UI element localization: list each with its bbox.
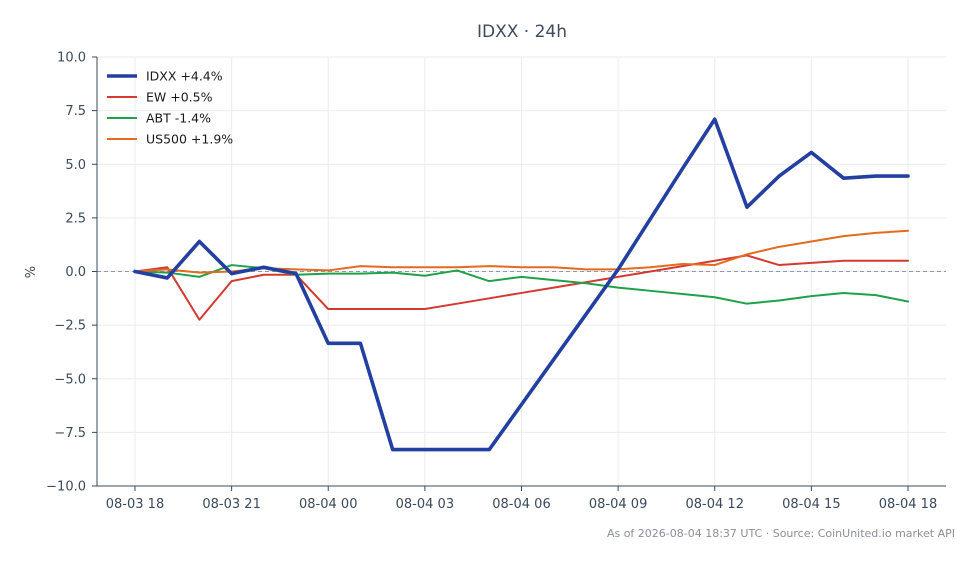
y-tick-label: 10.0: [57, 51, 86, 66]
y-tick-label: −2.5: [54, 319, 86, 334]
y-tick-label: 2.5: [65, 211, 86, 226]
legend-label: IDXX +4.4%: [146, 69, 223, 84]
chart-title: IDXX · 24h: [477, 22, 567, 42]
x-tick-label: 08-03 21: [202, 497, 260, 512]
y-tick-label: −10.0: [46, 480, 86, 495]
y-axis-ticks: 10.0 7.5 5.0 2.5 0.0 −2.5 −5.0 −7.5 −10.0: [46, 51, 97, 495]
x-tick-label: 08-03 18: [106, 497, 164, 512]
legend-label: US500 +1.9%: [146, 132, 233, 147]
y-tick-label: −7.5: [54, 426, 86, 441]
y-tick-label: −5.0: [54, 372, 86, 387]
series-line-idxx: [133, 117, 910, 452]
grid-lines: [97, 56, 946, 487]
x-tick-label: 08-04 00: [299, 497, 357, 512]
x-tick-label: 08-04 06: [492, 497, 550, 512]
y-tick-label: 5.0: [65, 158, 86, 173]
legend: IDXX +4.4% EW +0.5% ABT -1.4% US500 +1.9%: [107, 69, 233, 147]
x-tick-label: 08-04 12: [686, 497, 744, 512]
x-tick-label: 08-04 15: [782, 497, 840, 512]
source-footer: As of 2026-08-04 18:37 UTC · Source: Coi…: [607, 527, 955, 540]
x-tick-label: 08-04 09: [589, 497, 647, 512]
y-axis-label: %: [24, 266, 39, 278]
x-axis-ticks: 08-03 18 08-03 21 08-04 00 08-04 03 08-04 06…: [106, 486, 937, 512]
y-tick-label: 7.5: [65, 104, 86, 119]
series-lines: [133, 117, 910, 452]
legend-label: ABT -1.4%: [146, 111, 211, 126]
series-line-ew: [134, 254, 909, 321]
x-tick-label: 08-04 18: [879, 497, 937, 512]
legend-label: EW +0.5%: [146, 90, 213, 105]
x-tick-label: 08-04 03: [396, 497, 454, 512]
y-tick-label: 0.0: [65, 265, 86, 280]
